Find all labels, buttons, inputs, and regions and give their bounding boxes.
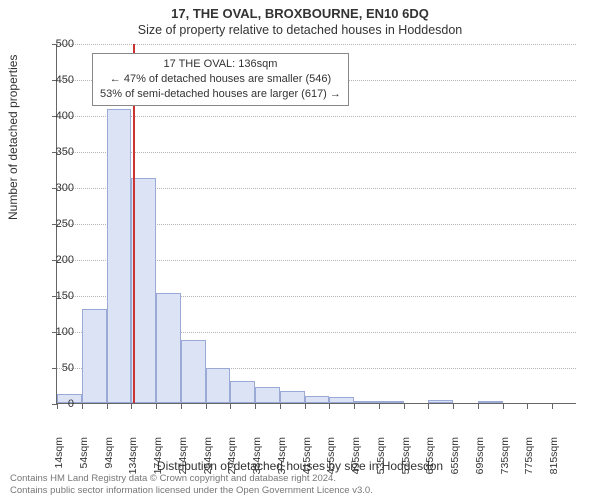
histogram-bar <box>280 391 305 403</box>
ytick-label: 200 <box>44 254 74 266</box>
xtick-mark <box>478 404 479 409</box>
histogram-bar <box>206 368 231 403</box>
histogram-bar <box>82 309 107 403</box>
histogram-bar <box>107 109 132 403</box>
page-subtitle: Size of property relative to detached ho… <box>0 21 600 41</box>
xtick-mark <box>379 404 380 409</box>
xtick-mark <box>404 404 405 409</box>
ytick-label: 150 <box>44 290 74 302</box>
xtick-label: 14sqm <box>53 437 65 487</box>
gridline-h <box>57 44 576 45</box>
xtick-label: 735sqm <box>499 437 511 487</box>
histogram-bar <box>305 396 330 403</box>
ytick-label: 500 <box>44 38 74 50</box>
xtick-label: 535sqm <box>375 437 387 487</box>
xtick-mark <box>552 404 553 409</box>
legend-property-size: 17 THE OVAL: 136sqm <box>100 57 341 72</box>
xtick-mark <box>131 404 132 409</box>
xtick-label: 815sqm <box>548 437 560 487</box>
ytick-label: 450 <box>44 74 74 86</box>
xtick-label: 94sqm <box>103 437 115 487</box>
histogram-bar <box>181 340 206 403</box>
histogram-bar <box>329 397 354 403</box>
xtick-label: 775sqm <box>523 437 535 487</box>
xtick-mark <box>428 404 429 409</box>
histogram-bar <box>379 401 404 403</box>
xtick-mark <box>82 404 83 409</box>
y-axis-label: Number of detached properties <box>6 55 20 220</box>
histogram-bar <box>428 400 453 403</box>
gridline-h <box>57 152 576 153</box>
xtick-mark <box>453 404 454 409</box>
histogram-bar <box>230 381 255 403</box>
histogram-bar <box>255 387 280 403</box>
xtick-mark <box>255 404 256 409</box>
xtick-mark <box>181 404 182 409</box>
xtick-label: 254sqm <box>202 437 214 487</box>
xtick-label: 214sqm <box>177 437 189 487</box>
legend-larger-pct: 53% of semi-detached houses are larger (… <box>100 87 341 102</box>
xtick-label: 174sqm <box>152 437 164 487</box>
xtick-label: 575sqm <box>400 437 412 487</box>
histogram-bar <box>156 293 181 403</box>
ytick-label: 0 <box>44 398 74 410</box>
xtick-label: 415sqm <box>301 437 313 487</box>
xtick-mark <box>156 404 157 409</box>
xtick-label: 374sqm <box>276 437 288 487</box>
ytick-label: 100 <box>44 326 74 338</box>
xtick-mark <box>206 404 207 409</box>
xtick-mark <box>354 404 355 409</box>
xtick-mark <box>305 404 306 409</box>
xtick-label: 134sqm <box>127 437 139 487</box>
histogram-bar <box>354 401 379 403</box>
xtick-mark <box>329 404 330 409</box>
ytick-label: 300 <box>44 182 74 194</box>
legend-smaller-pct: ← 47% of detached houses are smaller (54… <box>100 72 341 87</box>
histogram-bar <box>131 178 156 403</box>
chart-legend-box: 17 THE OVAL: 136sqm ← 47% of detached ho… <box>92 53 349 106</box>
histogram-bar <box>478 401 503 403</box>
xtick-label: 334sqm <box>251 437 263 487</box>
xtick-label: 495sqm <box>350 437 362 487</box>
xtick-label: 54sqm <box>78 437 90 487</box>
page-title-address: 17, THE OVAL, BROXBOURNE, EN10 6DQ <box>0 0 600 21</box>
xtick-mark <box>107 404 108 409</box>
xtick-mark <box>527 404 528 409</box>
ytick-label: 250 <box>44 218 74 230</box>
ytick-label: 400 <box>44 110 74 122</box>
xtick-mark <box>230 404 231 409</box>
xtick-label: 615sqm <box>424 437 436 487</box>
gridline-h <box>57 116 576 117</box>
xtick-label: 695sqm <box>474 437 486 487</box>
ytick-label: 350 <box>44 146 74 158</box>
xtick-label: 294sqm <box>226 437 238 487</box>
ytick-label: 50 <box>44 362 74 374</box>
xtick-label: 455sqm <box>325 437 337 487</box>
xtick-mark <box>280 404 281 409</box>
xtick-mark <box>503 404 504 409</box>
xtick-label: 655sqm <box>449 437 461 487</box>
